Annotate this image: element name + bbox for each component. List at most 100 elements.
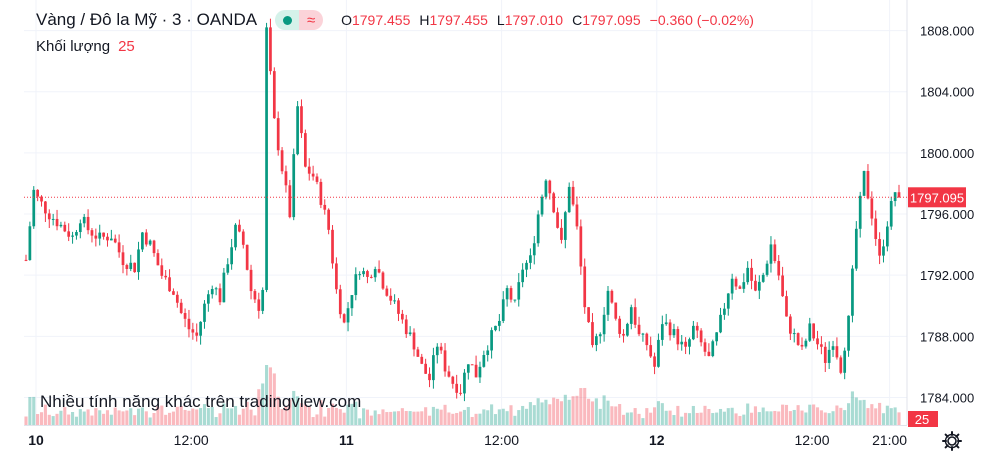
volume-bar <box>408 411 412 425</box>
candle-body <box>144 232 148 245</box>
candle-body <box>571 186 575 205</box>
candle-body <box>618 318 621 334</box>
candle-body <box>529 255 532 263</box>
volume-bar <box>850 391 854 425</box>
volume-bar <box>451 413 455 425</box>
volume-bar <box>769 411 773 425</box>
volume-bar <box>385 412 389 425</box>
candle-body <box>808 323 812 341</box>
volume-bar <box>435 408 439 425</box>
candle-body <box>397 300 400 314</box>
candle-body <box>241 231 245 245</box>
candle-body <box>777 261 781 276</box>
volume-bar <box>878 402 882 425</box>
candle-body <box>358 274 362 276</box>
volume-bar <box>276 396 280 425</box>
volume-bar <box>330 403 335 425</box>
volume-bar <box>202 404 207 425</box>
x-tick-label: 12:00 <box>794 432 829 448</box>
candle-body <box>443 350 447 372</box>
volume-bar <box>625 412 629 425</box>
volume-bar <box>334 407 338 425</box>
volume-bar <box>39 412 44 425</box>
candle-body <box>459 392 462 394</box>
candle-body <box>218 288 222 303</box>
candle-body <box>51 218 55 220</box>
volume-bar <box>323 416 327 425</box>
volume-bar <box>478 413 482 425</box>
candle-body <box>401 313 404 320</box>
volume-bar <box>319 400 323 425</box>
volume-bar <box>257 389 261 425</box>
volume-bar <box>862 399 866 425</box>
candle-body <box>606 290 610 315</box>
y-tick-label: 1804.000 <box>920 85 974 100</box>
ohlc-values: O1797.455 H1797.455 L1797.010 C1797.095 … <box>341 12 754 28</box>
close-value: C1797.095 <box>572 12 641 28</box>
volume-bar <box>637 413 641 425</box>
candle-body <box>765 263 769 275</box>
approx-wave-icon[interactable]: ≈ <box>299 10 324 30</box>
candle-body <box>323 204 327 210</box>
volume-bar <box>222 403 226 425</box>
candle-body <box>307 166 311 174</box>
volume-bar <box>641 418 645 425</box>
volume-bar <box>695 412 699 425</box>
candle-body <box>47 213 51 220</box>
candle-body <box>261 289 265 311</box>
volume-bar <box>288 399 292 425</box>
candle-body <box>463 372 466 394</box>
candle-body <box>304 133 307 167</box>
candle-body <box>730 278 734 294</box>
volume-bar <box>722 411 726 425</box>
candle-body <box>517 282 521 300</box>
candle-body <box>160 265 164 276</box>
volume-bar <box>191 408 195 425</box>
volume-bar <box>556 398 560 425</box>
volume-bar <box>125 410 129 425</box>
volume-legend: Khối lượng 25 <box>36 38 135 55</box>
tradingview-promo-link[interactable]: Nhiều tính năng khác trên tradingview.co… <box>40 392 362 411</box>
candle-body <box>781 275 784 297</box>
candle-body <box>455 383 459 393</box>
volume-bar <box>614 406 618 425</box>
volume-bar <box>676 405 680 425</box>
volume-bar <box>470 416 474 425</box>
volume-bar <box>136 408 141 425</box>
volume-bar <box>393 411 397 425</box>
volume-bar <box>226 408 230 425</box>
candle-body <box>156 253 160 266</box>
candle-body <box>366 271 369 277</box>
volume-bar <box>777 411 781 425</box>
candle-body <box>67 231 71 237</box>
volume-bar <box>792 409 796 425</box>
symbol-title[interactable]: Vàng / Đô la Mỹ · 3 · OANDA <box>36 10 258 29</box>
volume-bar <box>889 408 893 425</box>
gear-icon[interactable] <box>941 430 963 452</box>
candle-body <box>629 307 633 324</box>
candle-body <box>494 325 497 331</box>
volume-bar <box>812 404 816 425</box>
y-tick-label: 1808.000 <box>920 24 974 39</box>
volume-bar <box>490 404 494 425</box>
candle-body <box>711 341 715 357</box>
eye-dot-icon[interactable] <box>275 10 300 30</box>
volume-label[interactable]: Khối lượng <box>36 38 111 55</box>
candle-body <box>513 299 517 301</box>
candle-body <box>36 189 39 197</box>
volume-bar <box>292 390 296 425</box>
candle-body <box>451 376 455 384</box>
candle-body <box>847 315 850 351</box>
volume-bar <box>691 405 695 425</box>
candle-body <box>385 288 389 296</box>
candle-body <box>633 307 637 325</box>
candle-body <box>172 291 175 295</box>
volume-bar <box>746 403 750 425</box>
volume-bar <box>121 411 125 425</box>
candle-body <box>331 229 334 264</box>
candle-body <box>874 218 878 240</box>
candle-body <box>319 181 323 205</box>
candle-body <box>684 341 687 347</box>
volume-bar <box>369 415 373 425</box>
